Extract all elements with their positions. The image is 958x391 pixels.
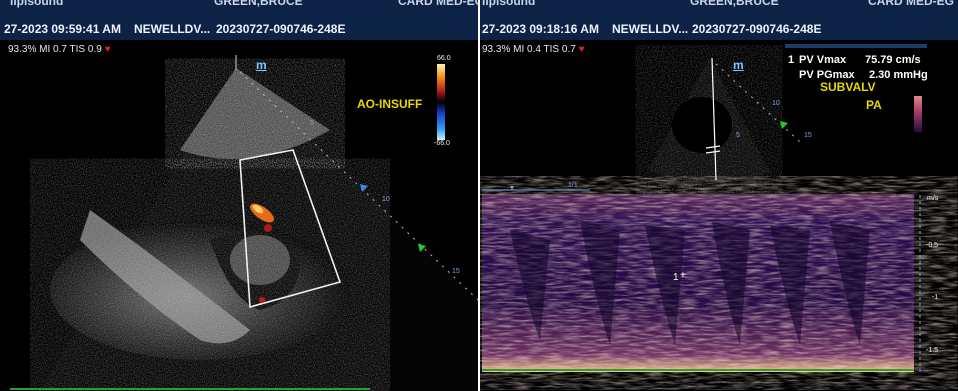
right-ultrasound-panel: lipisound GREEN,BRUCE CARD MED-EG 27-202… <box>480 0 958 391</box>
measurement-2-value: 2.30 mmHg <box>869 69 928 81</box>
right-power: 93.3% <box>482 44 511 55</box>
left-header: lipisound GREEN,BRUCE CARD MED-EG 27-202… <box>0 0 478 40</box>
left-focus-marker-green <box>418 244 426 252</box>
left-color-scale-max: 66.0 <box>437 55 451 62</box>
left-mi: MI 0.7 <box>39 44 67 55</box>
right-header-preset: CARD MED-EG <box>868 0 954 8</box>
left-header-preset: CARD MED-EG <box>398 0 478 8</box>
left-focus-marker-blue <box>360 184 368 192</box>
heart-icon: ♥ <box>578 44 585 55</box>
right-depth-5: 5 <box>736 132 740 139</box>
spectral-doppler-display <box>482 194 914 372</box>
measurement-1-index: 1 <box>788 54 795 66</box>
right-annotation-subvalv: SUBVALV <box>820 80 876 94</box>
spectral-scale-2: -1.5 <box>926 347 939 354</box>
color-doppler-box <box>239 149 342 309</box>
spectral-unit: m/s <box>927 195 939 202</box>
left-color-scale-min: -66.0 <box>434 140 450 147</box>
doppler-cursor-line <box>711 57 717 181</box>
left-header-patient: GREEN,BRUCE <box>214 0 303 8</box>
timeline-ratio: 1/1 <box>568 182 578 189</box>
left-ultrasound-panel: lipisound GREEN,BRUCE CARD MED-EG 27-202… <box>0 0 478 391</box>
right-mi: MI 0.4 <box>513 44 541 55</box>
left-image-area <box>10 55 478 391</box>
right-focus-marker-green <box>780 121 788 129</box>
left-depth-5: 5 <box>310 120 314 127</box>
right-depth-10: 10 <box>772 100 780 107</box>
measurement-1-label: PV Vmax <box>799 54 847 66</box>
left-datetime: 27-2023 09:59:41 AM <box>4 22 121 36</box>
spectral-scale-1: -1 <box>932 294 939 301</box>
measurement-1-value: 75.79 cm/s <box>865 54 921 66</box>
right-annotation-pa: PA <box>866 98 882 112</box>
right-header-patient: GREEN,BRUCE <box>690 0 779 8</box>
right-operator: NEWELLDV... <box>612 22 689 36</box>
left-header-app: lipisound <box>10 0 64 8</box>
right-header-app: lipisound <box>482 0 536 8</box>
measurement-2-label: PV PGmax <box>799 69 855 81</box>
left-depth-10: 10 <box>382 196 390 203</box>
measurement-box: 1 PV Vmax 75.79 cm/s PV PGmax 2.30 mmHg <box>785 44 928 96</box>
right-acoustic-stats: 93.3% MI 0.4 TIS 0.7 ♥ <box>482 44 585 55</box>
left-power: 93.3% <box>8 44 37 55</box>
left-study-id: 20230727-090746-248E <box>216 22 346 36</box>
heart-icon: ♥ <box>104 44 111 55</box>
right-depth-15: 15 <box>804 132 812 139</box>
right-image-area <box>482 57 922 372</box>
left-operator: NEWELLDV... <box>134 22 211 36</box>
spectral-color-bar <box>914 82 922 132</box>
right-header: lipisound GREEN,BRUCE CARD MED-EG 27-202… <box>480 0 958 40</box>
right-probe-marker: m <box>733 58 744 72</box>
spectral-scale-0: -0.5 <box>926 242 939 249</box>
left-annotation: AO-INSUFF <box>357 97 423 111</box>
left-color-scale-bar <box>437 64 445 140</box>
crosshair-icon: + <box>680 270 686 281</box>
left-depth-15: 15 <box>452 268 460 275</box>
left-tis: TIS 0.9 <box>69 44 102 55</box>
spectral-measure-marker: 1 <box>673 272 679 283</box>
left-probe-marker: m <box>256 58 267 72</box>
right-tis: TIS 0.7 <box>543 44 576 55</box>
left-acoustic-stats: 93.3% MI 0.7 TIS 0.9 ♥ <box>8 44 111 55</box>
right-study-id: 20230727-090746-248E <box>692 22 822 36</box>
right-datetime: 27-2023 09:18:16 AM <box>482 22 599 36</box>
